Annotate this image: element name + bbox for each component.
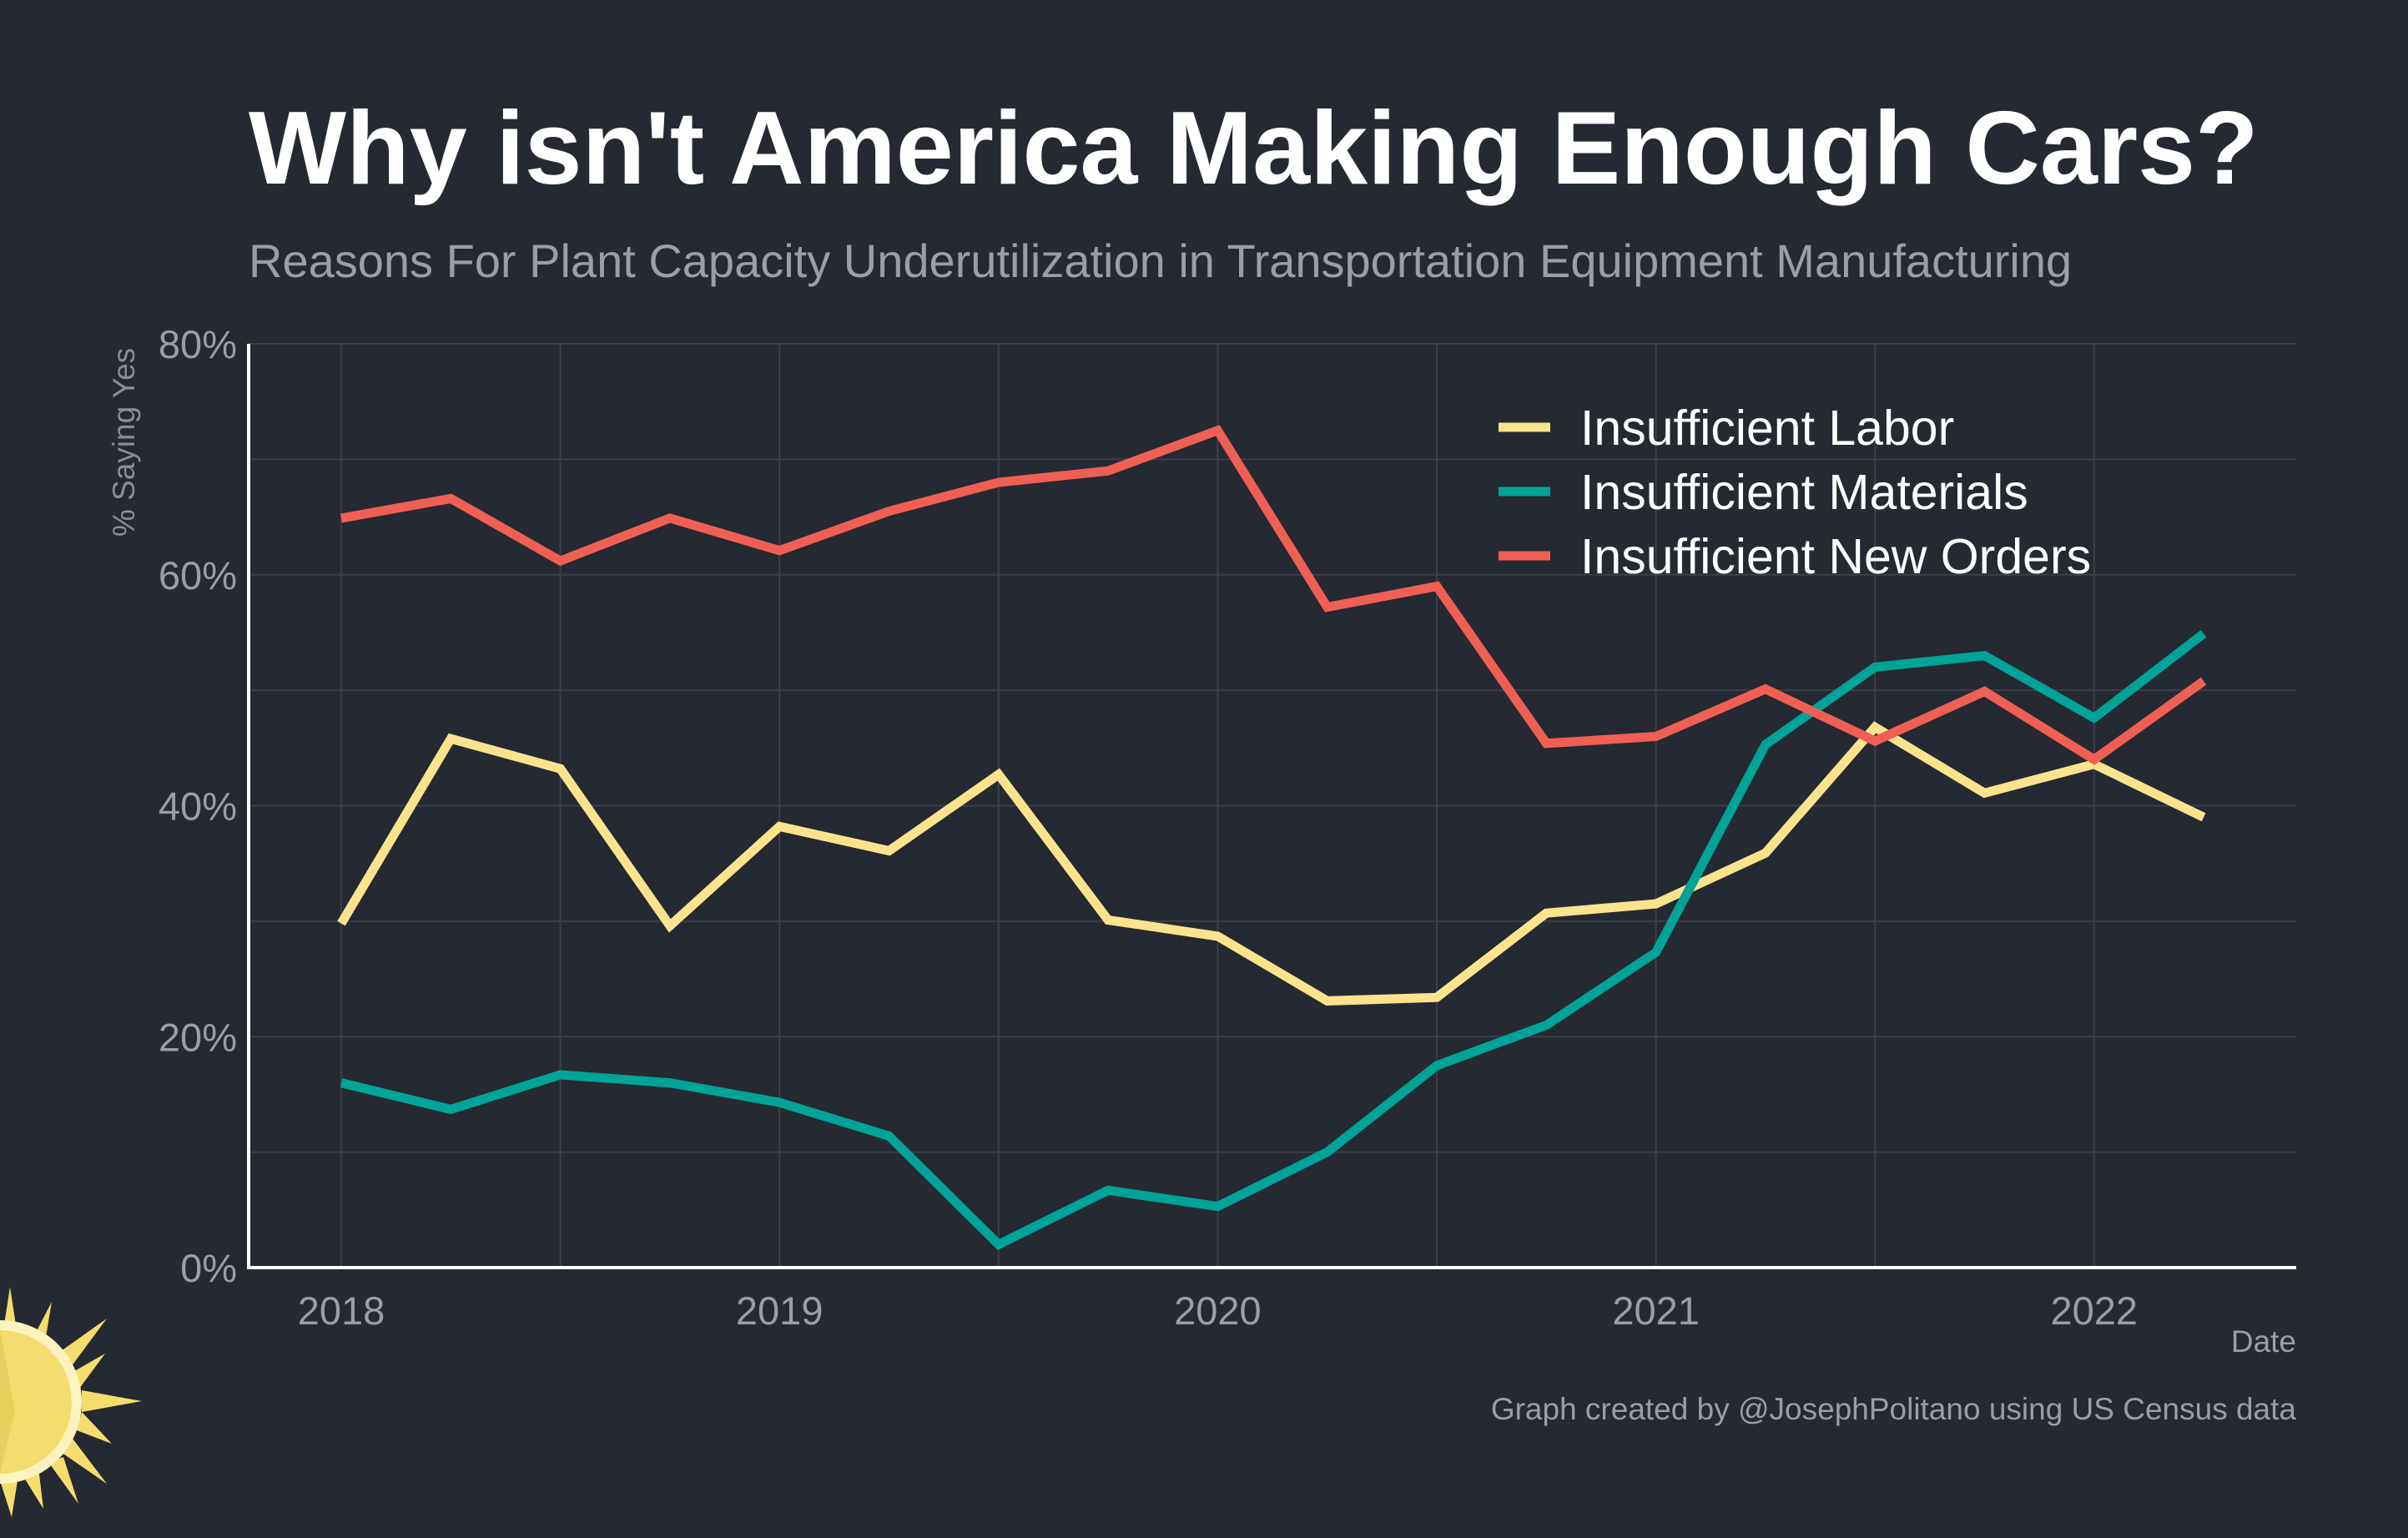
sun-ray	[77, 1412, 112, 1444]
x-tick-label: 2019	[736, 1288, 824, 1333]
chart-caption: Graph created by @JosephPolitano using U…	[1491, 1392, 2297, 1426]
series-line-insufficient-labor	[337, 721, 2206, 1006]
series-lines	[337, 425, 2207, 1250]
y-tick-label: 0%	[180, 1246, 237, 1290]
x-tick-label: 2022	[2051, 1288, 2138, 1333]
sun-ray	[48, 1457, 78, 1504]
sun-disc-shade	[0, 1330, 15, 1474]
y-tick-label: 80%	[159, 322, 237, 366]
sun-icon	[0, 1287, 142, 1517]
y-tick-label: 20%	[159, 1015, 237, 1059]
x-tick-label: 2020	[1174, 1288, 1262, 1333]
legend: Insufficient Labor Insufficient Materials…	[1499, 401, 2091, 584]
series-line-insufficient-materials	[340, 629, 2207, 1250]
axes: 0% 20% 40% 60% 80% 2018 2019 2020 2021 2022	[159, 322, 2296, 1333]
legend-label: Insufficient Labor	[1580, 401, 1954, 456]
gridlines	[249, 343, 2296, 1268]
y-tick-label: 60%	[159, 553, 237, 598]
chart-title: Why isn't America Making Enough Cars?	[249, 91, 2259, 206]
chart-subtitle: Reasons For Plant Capacity Underutilizat…	[249, 234, 2072, 287]
series-line-insufficient-new-orders	[340, 425, 2207, 765]
sun-ray	[0, 1475, 18, 1517]
legend-label: Insufficient New Orders	[1580, 529, 2091, 584]
sun-ray	[82, 1390, 142, 1412]
legend-label: Insufficient Materials	[1580, 465, 2028, 520]
y-axis-title: % Saying Yes	[107, 348, 141, 537]
x-tick-label: 2021	[1612, 1288, 1700, 1333]
y-tick-label: 40%	[159, 784, 237, 829]
sun-disc	[0, 1330, 72, 1474]
x-axis-title: Date	[2231, 1324, 2296, 1359]
sun-ray	[58, 1435, 107, 1484]
x-tick-label: 2018	[298, 1288, 385, 1333]
